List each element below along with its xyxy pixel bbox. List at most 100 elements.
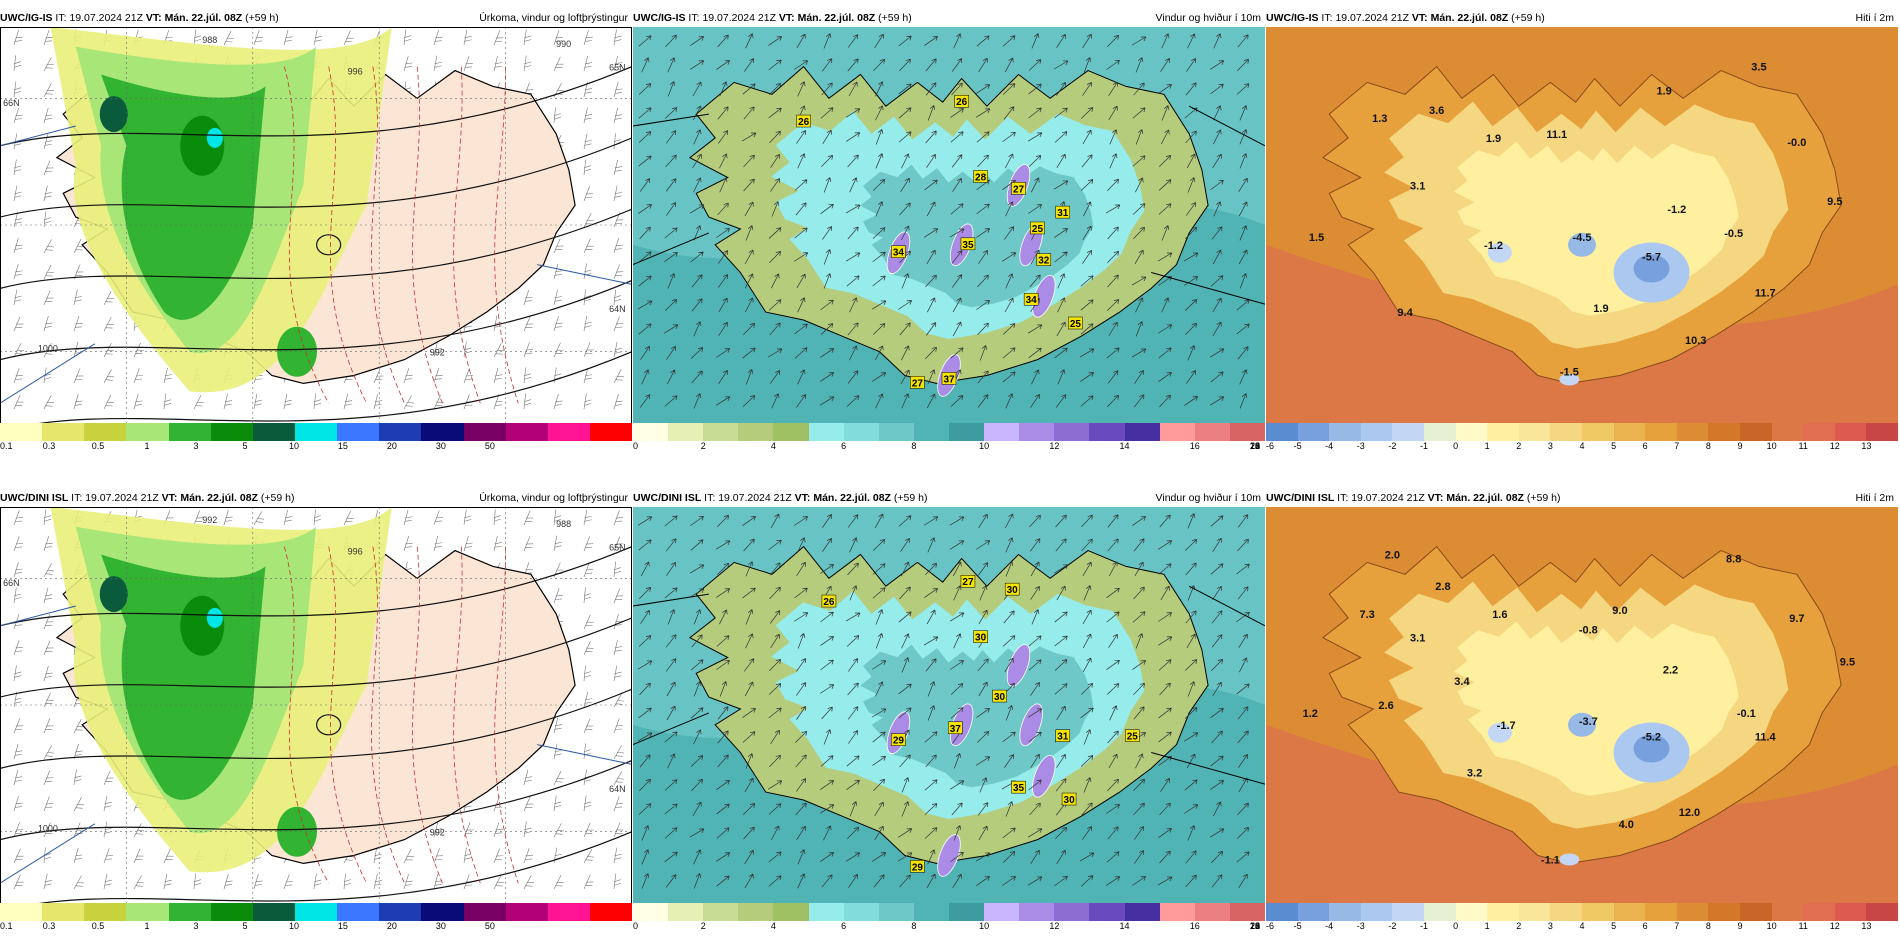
colorbar-swatch: [1834, 903, 1867, 921]
colorbar-tick-label: -4: [1325, 921, 1334, 931]
gust-label: 30: [1004, 582, 1020, 596]
temp-colorbar: [1266, 903, 1898, 921]
colorbar-tick-label: 18: [1249, 921, 1261, 931]
temperature-value: 11.7: [1755, 287, 1776, 299]
colorbar-swatch: [294, 423, 338, 441]
isobar-label: 988: [556, 519, 571, 529]
colorbar-tick-label: 20: [1249, 441, 1261, 451]
gust-label: 31: [1055, 205, 1071, 219]
gust-value: 26: [956, 97, 968, 108]
colorbar-swatch: [1159, 903, 1195, 921]
gust-value: 37: [943, 374, 955, 385]
model-name: UWC/IG-IS: [633, 12, 686, 24]
temperature-value: -3.7: [1579, 716, 1598, 728]
precip-colorbar-ticks: 0.1 0.3 0.5 1 3 5 10 15 20 30 50: [0, 921, 632, 933]
colorbar-tick-label: 3: [193, 441, 199, 451]
gust-label: 28: [973, 170, 988, 183]
temperature-value: 2.2: [1663, 664, 1678, 676]
glaciers: [1487, 232, 1690, 386]
colorbar-swatch: [168, 903, 211, 921]
colorbar-tick-label: 0: [1453, 921, 1459, 931]
gust-label: 34: [891, 245, 906, 259]
gust-value: 35: [1013, 783, 1025, 794]
valid-label: VT:: [1411, 12, 1428, 24]
gust-value: 26: [798, 117, 810, 128]
colorbar-tick-label: 12: [1049, 441, 1060, 451]
colorbar-swatch: [421, 903, 464, 921]
colorbar-tick-label: 15: [337, 441, 348, 451]
colorbar-swatch: [1676, 903, 1709, 921]
temperature-value: -1.7: [1497, 720, 1516, 732]
colorbar-swatch: [1518, 423, 1551, 441]
temperature-value: 11.1: [1546, 129, 1567, 141]
colorbar-tick-label: 10: [288, 441, 299, 451]
gust-label: 26: [796, 114, 811, 128]
colorbar-swatch: [1329, 903, 1361, 921]
temperature-value: -1.2: [1484, 240, 1503, 252]
colorbar-swatch: [633, 423, 669, 441]
temperature-value: 2.0: [1385, 549, 1400, 561]
colorbar-swatch: [703, 423, 739, 441]
init-time: 19.07.2024 21Z: [1335, 12, 1409, 24]
gust-label: 35: [960, 237, 976, 251]
panel-header: UWC/DINI ISL IT: 19.07.2024 21Z VT: Mán.…: [633, 488, 1265, 508]
colorbar-swatch: [42, 423, 85, 441]
colorbar-swatch: [948, 903, 985, 921]
gust-label: 25: [1030, 221, 1045, 235]
colorbar-tick-label: 9: [1737, 921, 1743, 931]
colorbar-swatch: [1423, 903, 1456, 921]
map-area: 992 996 1000 988 990 66N 65N 64N: [0, 27, 632, 423]
wind-map-canvas: 26 26 28 27 25 31 35 32 34 34 25 27 37: [633, 27, 1265, 423]
colorbar-tick-label: 7: [1674, 441, 1680, 451]
colorbar-tick-label: 11: [1798, 921, 1808, 931]
temperature-value: 9.5: [1827, 196, 1842, 208]
gust-value: 26: [823, 597, 835, 608]
colorbar-tick-label: -5: [1293, 921, 1302, 931]
colorbar-swatch: [1360, 903, 1393, 921]
wind-colorbar: [633, 423, 1265, 441]
colorbar-tick-label: 7: [1674, 921, 1680, 931]
temperature-value: -5.7: [1642, 252, 1661, 264]
colorbar-swatch: [1229, 903, 1265, 921]
colorbar-tick-label: -6: [1266, 921, 1275, 931]
temperature-value: 1.6: [1492, 609, 1507, 621]
colorbar-tick-label: 50: [484, 921, 495, 931]
precip-colorbar: [0, 903, 633, 921]
isobar-label: 1000: [38, 824, 58, 834]
colorbar-swatch: [0, 903, 43, 921]
colorbar-tick-label: 20: [386, 441, 397, 451]
colorbar-tick-label: -2: [1388, 441, 1397, 451]
colorbar-swatch: [1297, 423, 1330, 441]
gust-value: 29: [893, 736, 905, 747]
variable-title: Hiti í 2m: [1855, 12, 1894, 24]
latitude-label: 65N: [609, 543, 626, 553]
colorbar-swatch: [1455, 903, 1488, 921]
colorbar-swatch: [1866, 423, 1898, 441]
graticule: [0, 27, 632, 423]
colorbar-tick-label: 16: [1189, 441, 1200, 451]
colorbar-tick-label: 2: [700, 921, 706, 931]
colorbar-tick-label: 4: [770, 441, 776, 451]
temperature-value: 3.1: [1410, 633, 1425, 645]
colorbar-swatch: [1054, 903, 1090, 921]
latitude-label: 64N: [609, 304, 626, 314]
temperature-value: 1.5: [1309, 232, 1324, 244]
gust-value: 30: [1064, 795, 1076, 806]
colorbar-tick-label: 16: [1189, 921, 1200, 931]
temperature-value: 3.6: [1429, 105, 1444, 117]
colorbar-tick-label: 6: [1642, 921, 1648, 931]
colorbar-swatch: [1803, 423, 1835, 441]
colorbar-swatch: [505, 423, 548, 441]
valid-label: VT:: [778, 12, 795, 24]
colorbar-swatch: [1297, 903, 1330, 921]
isobar-label: 992: [202, 515, 217, 525]
colorbar-tick-label: 26: [1249, 441, 1261, 451]
colorbar-swatch: [1124, 903, 1160, 921]
colorbar-swatch: [1455, 423, 1488, 441]
colorbar-swatch: [1392, 903, 1424, 921]
gust-label: 30: [1061, 792, 1077, 806]
colorbar-tick-label: 5: [242, 441, 248, 451]
colorbar-swatch: [126, 423, 169, 441]
colorbar-swatch: [1487, 903, 1519, 921]
colorbar-swatch: [1089, 423, 1125, 441]
